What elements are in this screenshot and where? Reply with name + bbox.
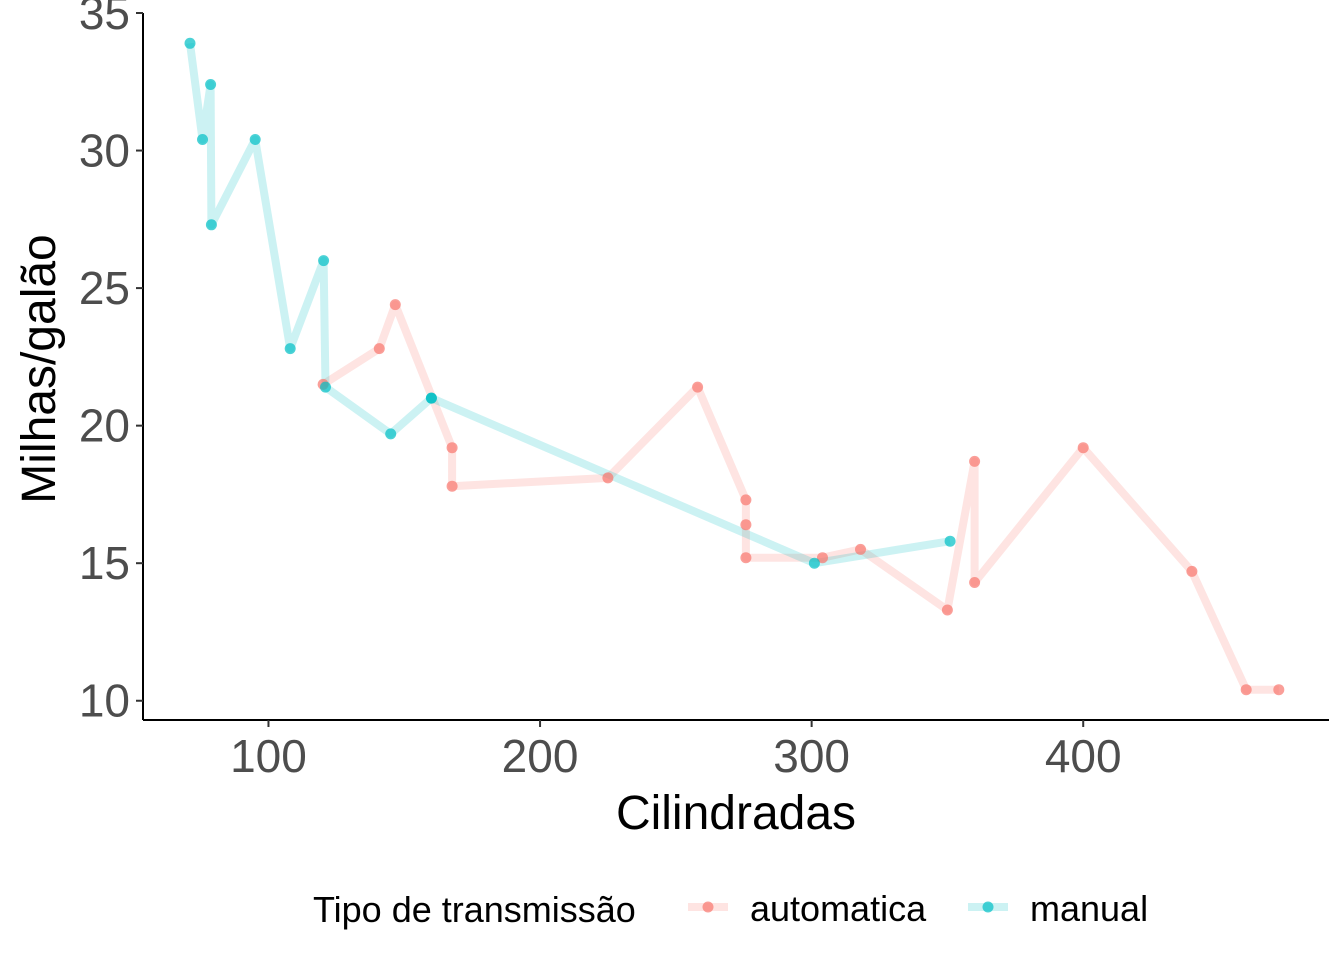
x-tick-label: 300 (773, 730, 850, 782)
series-line-automatica (320, 300, 1279, 694)
legend: Tipo de transmissão automatica manual (313, 888, 1148, 930)
y-tick-label: 10 (79, 675, 130, 727)
y-axis-title: Milhas/galão (13, 234, 66, 503)
data-point-automatica (389, 299, 401, 311)
x-tick-label: 400 (1045, 730, 1122, 782)
data-point-automatica (446, 442, 458, 454)
data-point-manual (284, 343, 296, 355)
data-point-manual (184, 37, 196, 49)
data-point-manual (425, 392, 437, 404)
data-point-automatica (740, 552, 752, 564)
x-tick-label: 200 (502, 730, 579, 782)
data-point-automatica (1240, 684, 1252, 696)
legend-key-point-manual (982, 901, 994, 913)
legend-title: Tipo de transmissão (313, 889, 636, 930)
data-point-automatica (740, 494, 752, 506)
y-tick-label: 15 (79, 537, 130, 589)
data-point-manual (320, 381, 331, 393)
legend-key-point-automatica (702, 901, 714, 913)
x-axis-title: Cilindradas (616, 787, 856, 840)
data-point-automatica (740, 519, 752, 531)
data-point-automatica (692, 381, 704, 393)
data-point-manual (197, 134, 208, 145)
data-point-manual (249, 134, 261, 145)
y-tick-label: 20 (79, 400, 130, 452)
x-tick-label: 100 (230, 730, 307, 782)
data-point-manual (205, 219, 217, 231)
data-point-automatica (373, 343, 385, 355)
data-point-automatica (969, 577, 981, 588)
data-point-manual (385, 428, 397, 440)
series-layer (184, 37, 1285, 696)
legend-label-automatica: automatica (750, 888, 927, 929)
data-point-automatica (1273, 684, 1285, 696)
data-point-manual (205, 79, 217, 90)
y-tick-label: 30 (79, 125, 130, 177)
y-tick-label: 25 (79, 262, 130, 314)
data-point-automatica (969, 455, 981, 467)
data-point-automatica (1186, 565, 1198, 577)
legend-label-manual: manual (1030, 888, 1148, 929)
data-point-automatica (855, 543, 866, 555)
data-point-automatica (446, 480, 458, 492)
data-point-automatica (941, 604, 953, 616)
data-point-automatica (1077, 442, 1089, 454)
data-point-manual (808, 557, 820, 569)
data-point-manual (944, 535, 956, 547)
data-point-automatica (602, 472, 614, 484)
data-point-automatica (817, 552, 828, 564)
data-point-manual (318, 255, 330, 267)
y-tick-label: 35 (79, 0, 130, 39)
axes-layer: 100 200 300 400 10 15 20 25 30 35 (79, 0, 1329, 782)
series-line-manual (186, 42, 951, 568)
